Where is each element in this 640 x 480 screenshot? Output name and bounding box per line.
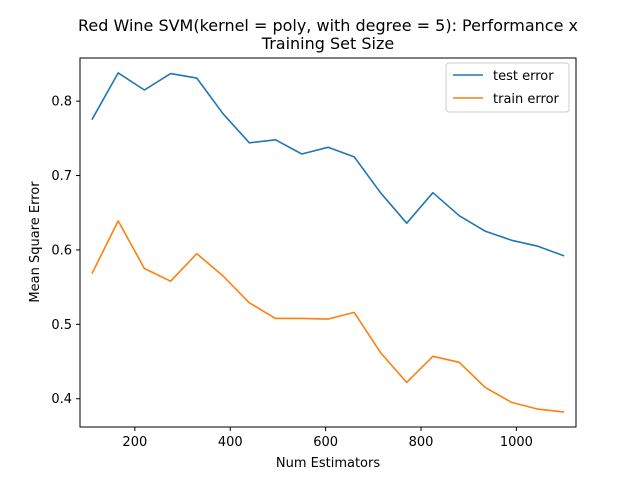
x-tick-label: 400	[218, 435, 243, 450]
x-axis-label: Num Estimators	[276, 456, 380, 471]
x-tick-label: 1000	[500, 435, 533, 450]
chart-title-line1: Red Wine SVM(kernel = poly, with degree …	[78, 16, 578, 35]
y-axis-label: Mean Square Error	[28, 181, 43, 303]
chart-title-line2: Training Set Size	[261, 34, 394, 53]
series-line-train-error	[91, 220, 565, 413]
x-tick-label: 200	[122, 435, 147, 450]
plot-lines	[91, 72, 565, 413]
y-tick-label: 0.8	[51, 95, 72, 110]
legend: test error train error	[445, 62, 570, 113]
x-tick-label: 600	[313, 435, 338, 450]
y-tick-label: 0.6	[51, 243, 72, 258]
y-tick-label: 0.7	[51, 169, 72, 184]
series-line-test-error	[91, 72, 565, 257]
y-tick-label: 0.5	[51, 318, 72, 333]
legend-label-train-error: train error	[493, 92, 560, 107]
axis-ticks: 200 400 600 800 1000 0.4 0.5 0.6 0.7 0.8	[51, 95, 533, 450]
plot-frame	[79, 57, 577, 428]
x-tick-label: 800	[409, 435, 434, 450]
y-tick-label: 0.4	[51, 392, 72, 407]
legend-label-test-error: test error	[493, 69, 554, 84]
